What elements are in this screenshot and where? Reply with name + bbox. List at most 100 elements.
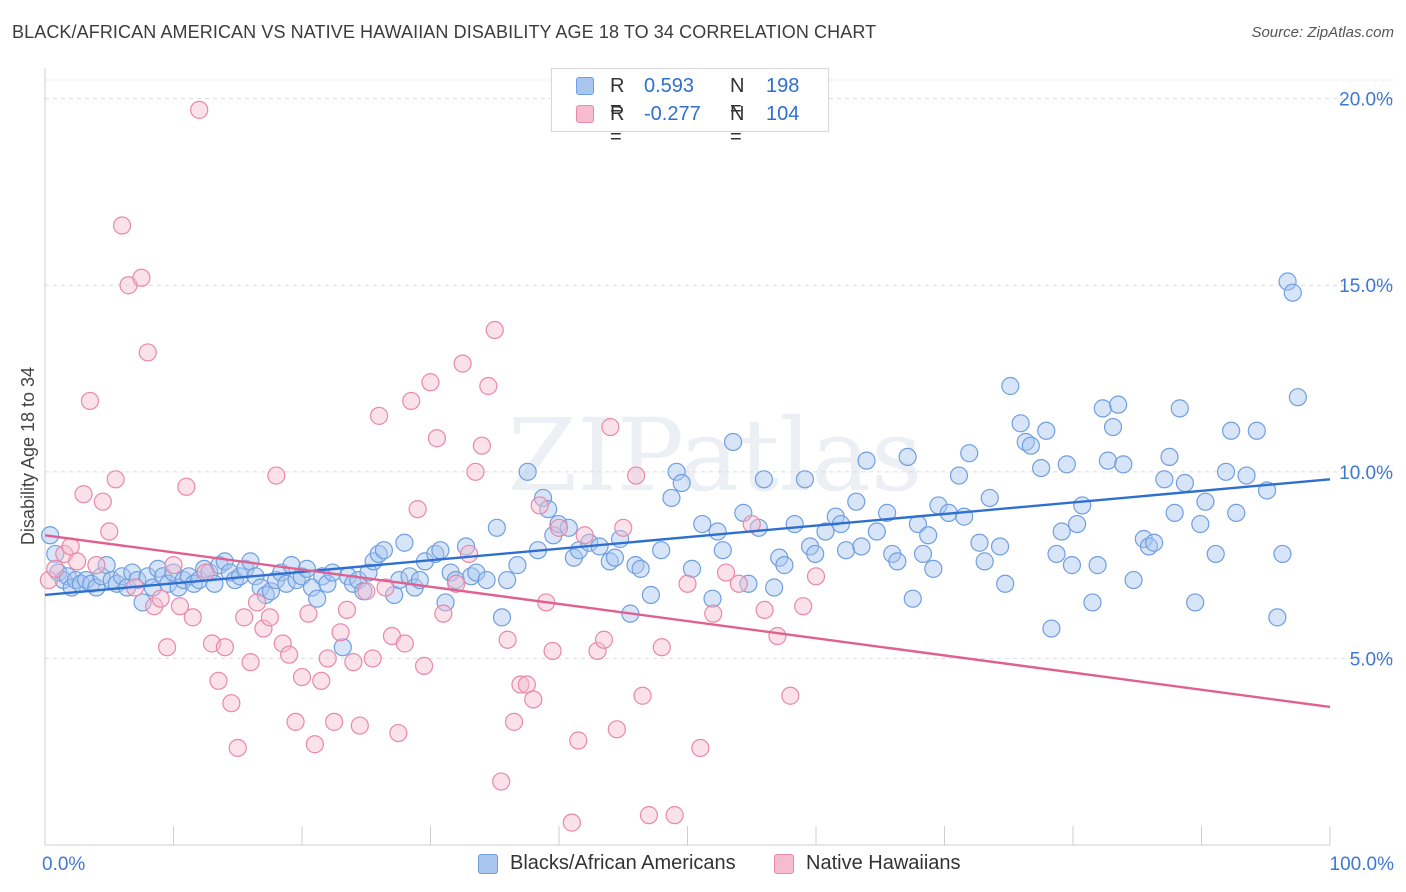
data-point: [1103, 417, 1123, 437]
data-point: [267, 466, 286, 485]
legend-r-value: 0.593: [644, 75, 695, 97]
data-point: [607, 720, 626, 739]
data-point: [1011, 414, 1030, 433]
data-point: [357, 582, 376, 601]
data-point: [691, 738, 710, 758]
data-point: [350, 716, 369, 735]
data-point: [806, 567, 826, 586]
data-point: [363, 649, 382, 668]
data-point: [867, 522, 886, 541]
data-point: [1206, 544, 1225, 564]
data-point: [665, 806, 684, 825]
data-point: [389, 723, 408, 743]
data-point: [472, 436, 491, 455]
data-point: [325, 712, 344, 731]
data-point: [459, 544, 479, 564]
data-point: [1278, 272, 1297, 291]
legend-n-value: 104: [766, 103, 800, 125]
data-point: [196, 563, 215, 582]
data-point: [183, 608, 202, 627]
data-point: [713, 541, 732, 560]
data-point: [1114, 455, 1133, 474]
data-point: [477, 570, 496, 590]
data-point: [164, 556, 183, 575]
data-point: [667, 462, 686, 481]
data-point: [402, 391, 421, 411]
data-point: [1032, 458, 1051, 478]
data-point: [949, 466, 969, 485]
data-point: [92, 567, 111, 586]
data-point: [742, 514, 761, 534]
data-point: [975, 552, 994, 571]
data-point: [765, 578, 784, 597]
bottom-legend-label-blacks: Blacks/African Americans: [510, 852, 736, 874]
data-point: [1273, 544, 1292, 564]
data-point: [785, 514, 804, 534]
data-point: [434, 604, 453, 623]
data-point: [1047, 544, 1066, 564]
tick-labels: 5.0% 10.0% 15.0% 20.0% 0.0% 100.0%: [42, 90, 1394, 875]
data-point: [549, 518, 569, 537]
data-point: [1088, 556, 1107, 575]
data-point: [1109, 395, 1128, 414]
data-point: [559, 518, 578, 537]
watermark: ZIPatlas: [508, 397, 923, 514]
data-point: [1216, 462, 1236, 481]
data-point: [492, 608, 512, 627]
x-tick-label: 0.0%: [42, 854, 85, 875]
data-point: [112, 567, 132, 586]
data-point: [467, 563, 486, 582]
data-point: [511, 675, 530, 694]
data-point: [755, 600, 774, 620]
data-point: [970, 533, 989, 552]
data-point: [235, 608, 254, 627]
data-point: [39, 570, 58, 590]
data-point: [414, 656, 434, 675]
data-point: [504, 712, 524, 731]
data-point: [816, 522, 835, 541]
data-point: [277, 574, 296, 593]
data-point: [247, 593, 267, 612]
y-tick-label: 10.0%: [1339, 463, 1393, 484]
data-point: [80, 391, 100, 411]
data-point: [543, 641, 562, 661]
data-point: [518, 462, 537, 481]
data-point: [1057, 455, 1076, 474]
data-point: [87, 556, 106, 575]
data-point: [112, 216, 132, 235]
data-point: [1145, 533, 1164, 552]
legend-swatch-blacks: [576, 77, 594, 95]
bottom-legend-swatch-blacks: [478, 854, 498, 874]
data-point: [729, 574, 749, 593]
data-point: [177, 477, 196, 496]
data-point: [605, 548, 625, 567]
y-axis-label: Disability Age 18 to 34: [18, 367, 38, 545]
data-point: [1155, 470, 1174, 489]
data-point: [292, 667, 312, 687]
data-point: [723, 432, 743, 452]
data-point: [260, 608, 279, 627]
data-point: [1098, 451, 1117, 470]
data-point: [318, 649, 337, 668]
data-point: [305, 735, 324, 754]
data-point: [299, 604, 318, 623]
data-point: [427, 429, 447, 448]
data-point: [1073, 496, 1092, 515]
data-point: [575, 526, 594, 545]
data-point: [498, 630, 517, 649]
data-point: [903, 589, 922, 608]
data-point: [877, 503, 897, 522]
data-point: [106, 470, 125, 489]
data-point: [768, 626, 787, 646]
data-point: [487, 518, 506, 537]
data-point: [524, 690, 543, 709]
data-point: [312, 671, 331, 690]
data-point: [806, 544, 825, 564]
data-point: [151, 589, 170, 608]
data-point: [261, 582, 281, 601]
data-point: [1037, 421, 1056, 440]
data-point: [1196, 492, 1215, 511]
data-point: [128, 570, 147, 590]
data-point: [431, 541, 450, 560]
legend: R = 0.593 N = 198 R = -0.277 N = 104: [551, 68, 829, 148]
